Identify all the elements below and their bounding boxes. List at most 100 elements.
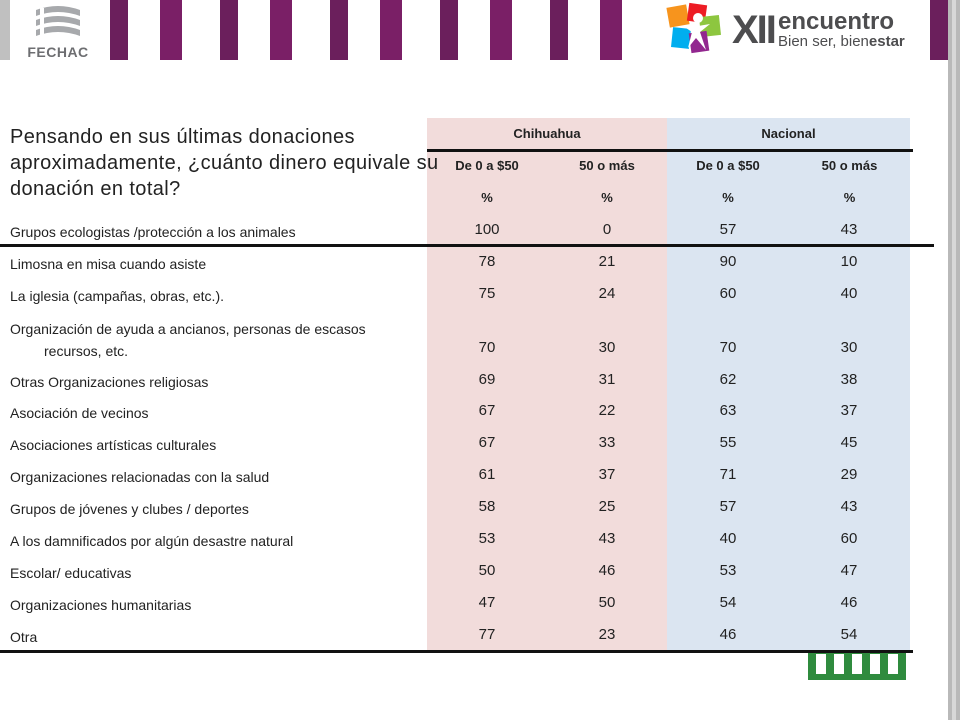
row-label: Grupos ecologistas /protección a los ani… bbox=[10, 224, 296, 240]
tagline-light: Bien ser, bien bbox=[778, 33, 869, 50]
chihuahua-column-bg bbox=[427, 118, 667, 652]
header-stripe bbox=[550, 0, 568, 60]
cell-chi-low: 100 bbox=[474, 221, 500, 238]
cell-nac-low: 46 bbox=[719, 626, 737, 643]
header-stripe bbox=[270, 0, 292, 60]
row-label: A los damnificados por algún desastre na… bbox=[10, 533, 294, 549]
header-stripe bbox=[110, 0, 128, 60]
cell-chi-low: 53 bbox=[478, 530, 496, 547]
cell-chi-high: 31 bbox=[598, 371, 616, 388]
cell-nac-high: 29 bbox=[840, 466, 858, 483]
subheader-nac-high: 50 o más bbox=[821, 158, 878, 173]
cell-nac-high: 40 bbox=[840, 285, 858, 302]
question-text: Pensando en sus últimas donaciones aprox… bbox=[10, 126, 439, 200]
right-edge-bar bbox=[948, 0, 960, 720]
unit-chi-high: % bbox=[601, 190, 613, 205]
row-label: La iglesia (campañas, obras, etc.). bbox=[10, 288, 224, 304]
cell-nac-high: 46 bbox=[840, 594, 858, 611]
row-label: Organizaciones relacionadas con la salud bbox=[10, 469, 270, 485]
cell-nac-high: 43 bbox=[840, 221, 858, 238]
cell-chi-low: 47 bbox=[478, 594, 496, 611]
unit-nac-high: % bbox=[843, 190, 856, 205]
cell-chi-low: 78 bbox=[478, 253, 496, 270]
subheader-nac-low: De 0 a $50 bbox=[696, 158, 760, 173]
cell-nac-low: 71 bbox=[719, 466, 737, 483]
first-row-divider bbox=[0, 244, 934, 247]
cell-chi-high: 22 bbox=[598, 402, 616, 419]
cell-nac-high: 60 bbox=[840, 530, 858, 547]
cell-chi-high: 37 bbox=[598, 466, 616, 483]
encuentro-emblem-icon bbox=[666, 2, 721, 54]
header-stripe bbox=[160, 0, 182, 60]
cell-chi-high: 46 bbox=[598, 562, 616, 579]
header-stripe bbox=[330, 0, 348, 60]
header-stripe bbox=[600, 0, 622, 60]
header-stripe bbox=[440, 0, 458, 60]
row-label: Escolar/ educativas bbox=[10, 565, 132, 581]
cell-nac-low: 40 bbox=[719, 530, 737, 547]
row-label: Otra bbox=[10, 629, 38, 645]
nacional-column-bg bbox=[667, 118, 910, 652]
cell-nac-high: 43 bbox=[840, 498, 858, 515]
cell-chi-low: 67 bbox=[478, 402, 496, 419]
cell-nac-low: 57 bbox=[719, 498, 737, 515]
cell-nac-low: 70 bbox=[719, 339, 737, 356]
cell-nac-low: 60 bbox=[719, 285, 737, 302]
row-label-line1: Organización de ayuda a ancianos, person… bbox=[10, 321, 366, 337]
cell-chi-high: 25 bbox=[598, 498, 616, 515]
encuentro-roman-numeral: XII bbox=[732, 8, 777, 52]
cell-chi-high: 50 bbox=[598, 594, 616, 611]
header-stripe bbox=[930, 0, 948, 60]
cell-chi-high: 21 bbox=[598, 253, 616, 270]
fechac-logo-text: FECHAC bbox=[27, 44, 89, 60]
subheader-chi-high: 50 o más bbox=[579, 158, 635, 173]
cell-chi-low: 75 bbox=[478, 285, 496, 302]
cell-chi-high: 23 bbox=[598, 626, 616, 643]
cell-chi-low: 69 bbox=[478, 371, 496, 388]
row-label: Organización de ayuda a ancianos, person… bbox=[10, 318, 366, 362]
cell-chi-high: 24 bbox=[598, 285, 616, 302]
header-stripes bbox=[0, 0, 960, 60]
unit-chi-low: % bbox=[481, 190, 493, 205]
cell-nac-low: 57 bbox=[719, 221, 737, 238]
header-stripe bbox=[220, 0, 238, 60]
encuentro-logo: XII encuentro Bien ser, bienestar bbox=[660, 0, 925, 62]
header-stripe bbox=[490, 0, 512, 60]
cell-nac-low: 90 bbox=[719, 253, 737, 270]
encuentro-word: encuentro bbox=[778, 8, 895, 35]
cell-nac-high: 47 bbox=[840, 562, 858, 579]
row-label-line2: recursos, etc. bbox=[44, 343, 129, 359]
row-label: Organizaciones humanitarias bbox=[10, 597, 192, 613]
cell-chi-low: 77 bbox=[478, 626, 496, 643]
cell-chi-high: 30 bbox=[598, 339, 616, 356]
cell-chi-low: 70 bbox=[478, 339, 496, 356]
row-label: Asociación de vecinos bbox=[10, 405, 149, 421]
cell-nac-high: 10 bbox=[840, 253, 858, 270]
row-label: Otras Organizaciones religiosas bbox=[10, 374, 209, 390]
cell-nac-high: 37 bbox=[840, 402, 858, 419]
cell-chi-low: 58 bbox=[478, 498, 496, 515]
group-header-chihuahua: Chihuahua bbox=[513, 126, 581, 141]
row-label: Asociaciones artísticas culturales bbox=[10, 437, 217, 453]
unit-nac-low: % bbox=[722, 190, 734, 205]
header-stripe bbox=[380, 0, 402, 60]
cell-chi-low: 67 bbox=[478, 434, 496, 451]
cell-chi-low: 50 bbox=[478, 562, 496, 579]
cell-nac-low: 62 bbox=[719, 371, 737, 388]
row-label: Grupos de jóvenes y clubes / deportes bbox=[10, 501, 249, 517]
cell-nac-high: 45 bbox=[840, 434, 858, 451]
cell-nac-low: 53 bbox=[719, 562, 737, 579]
bottom-green-logo bbox=[808, 648, 906, 680]
encuentro-tagline: Bien ser, bienestar bbox=[778, 34, 905, 50]
cell-nac-high: 54 bbox=[840, 626, 858, 643]
cell-nac-high: 30 bbox=[840, 339, 858, 356]
cell-nac-low: 55 bbox=[719, 434, 737, 451]
fechac-mark-icon bbox=[36, 6, 80, 38]
cell-nac-low: 63 bbox=[719, 402, 737, 419]
group-header-nacional: Nacional bbox=[761, 126, 816, 141]
cell-chi-high: 33 bbox=[598, 434, 616, 451]
cell-nac-high: 38 bbox=[840, 371, 858, 388]
header-divider bbox=[427, 149, 913, 152]
tagline-bold: estar bbox=[868, 33, 905, 50]
row-label: Limosna en misa cuando asiste bbox=[10, 256, 207, 272]
